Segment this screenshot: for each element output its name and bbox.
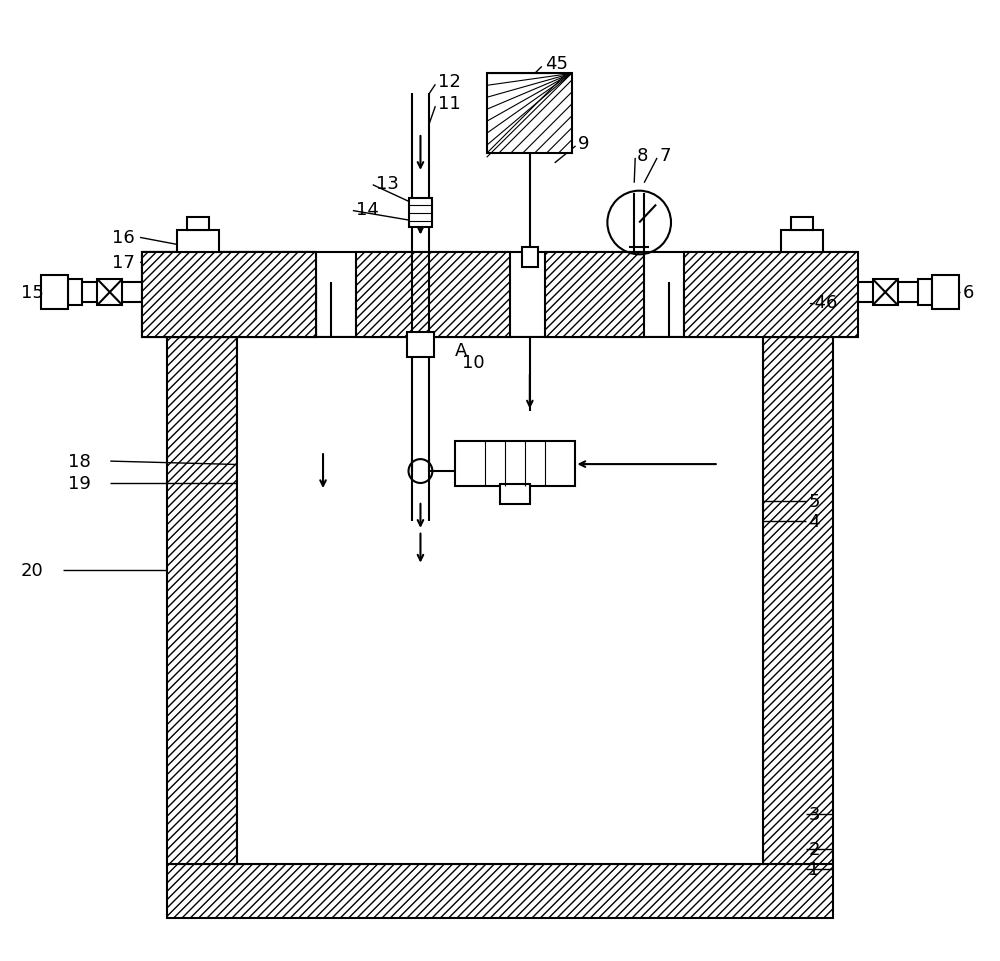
- Bar: [781, 232, 823, 253]
- Text: 13: 13: [376, 175, 399, 192]
- Bar: [177, 232, 219, 253]
- Bar: [187, 217, 209, 232]
- Bar: [167, 337, 237, 864]
- Text: 14: 14: [356, 200, 379, 218]
- Text: 6: 6: [962, 283, 974, 302]
- Bar: [455, 442, 575, 486]
- Bar: [791, 217, 813, 232]
- Text: 8: 8: [637, 147, 649, 164]
- Bar: [932, 276, 959, 309]
- Bar: [545, 253, 644, 337]
- Bar: [97, 280, 122, 306]
- Text: 19: 19: [68, 475, 90, 492]
- Text: 11: 11: [438, 95, 461, 113]
- Text: 1: 1: [808, 860, 820, 877]
- Bar: [142, 253, 316, 337]
- Bar: [142, 253, 316, 337]
- Bar: [487, 74, 572, 154]
- Text: 4: 4: [808, 512, 820, 530]
- Bar: [409, 198, 432, 228]
- Text: 9: 9: [578, 135, 589, 153]
- Bar: [500, 484, 530, 505]
- Bar: [918, 280, 932, 306]
- Bar: [407, 333, 434, 357]
- Text: 18: 18: [68, 453, 90, 471]
- Text: 7: 7: [659, 147, 671, 164]
- Text: A: A: [455, 341, 468, 359]
- Text: 12: 12: [438, 73, 461, 91]
- Bar: [68, 280, 82, 306]
- Bar: [873, 280, 898, 306]
- Bar: [356, 253, 510, 337]
- Bar: [522, 248, 538, 268]
- Text: -46: -46: [808, 294, 838, 311]
- Text: 3: 3: [808, 805, 820, 824]
- Text: 45: 45: [545, 56, 568, 73]
- Text: 15: 15: [21, 283, 44, 302]
- Text: 17: 17: [112, 254, 135, 272]
- Bar: [237, 337, 763, 864]
- Text: 5: 5: [808, 492, 820, 510]
- Bar: [763, 337, 833, 864]
- Text: 2: 2: [808, 840, 820, 858]
- Bar: [41, 276, 68, 309]
- Text: 16: 16: [112, 229, 135, 247]
- Bar: [684, 253, 858, 337]
- Text: 20: 20: [21, 562, 44, 579]
- Text: 10: 10: [462, 354, 485, 371]
- Bar: [167, 864, 833, 919]
